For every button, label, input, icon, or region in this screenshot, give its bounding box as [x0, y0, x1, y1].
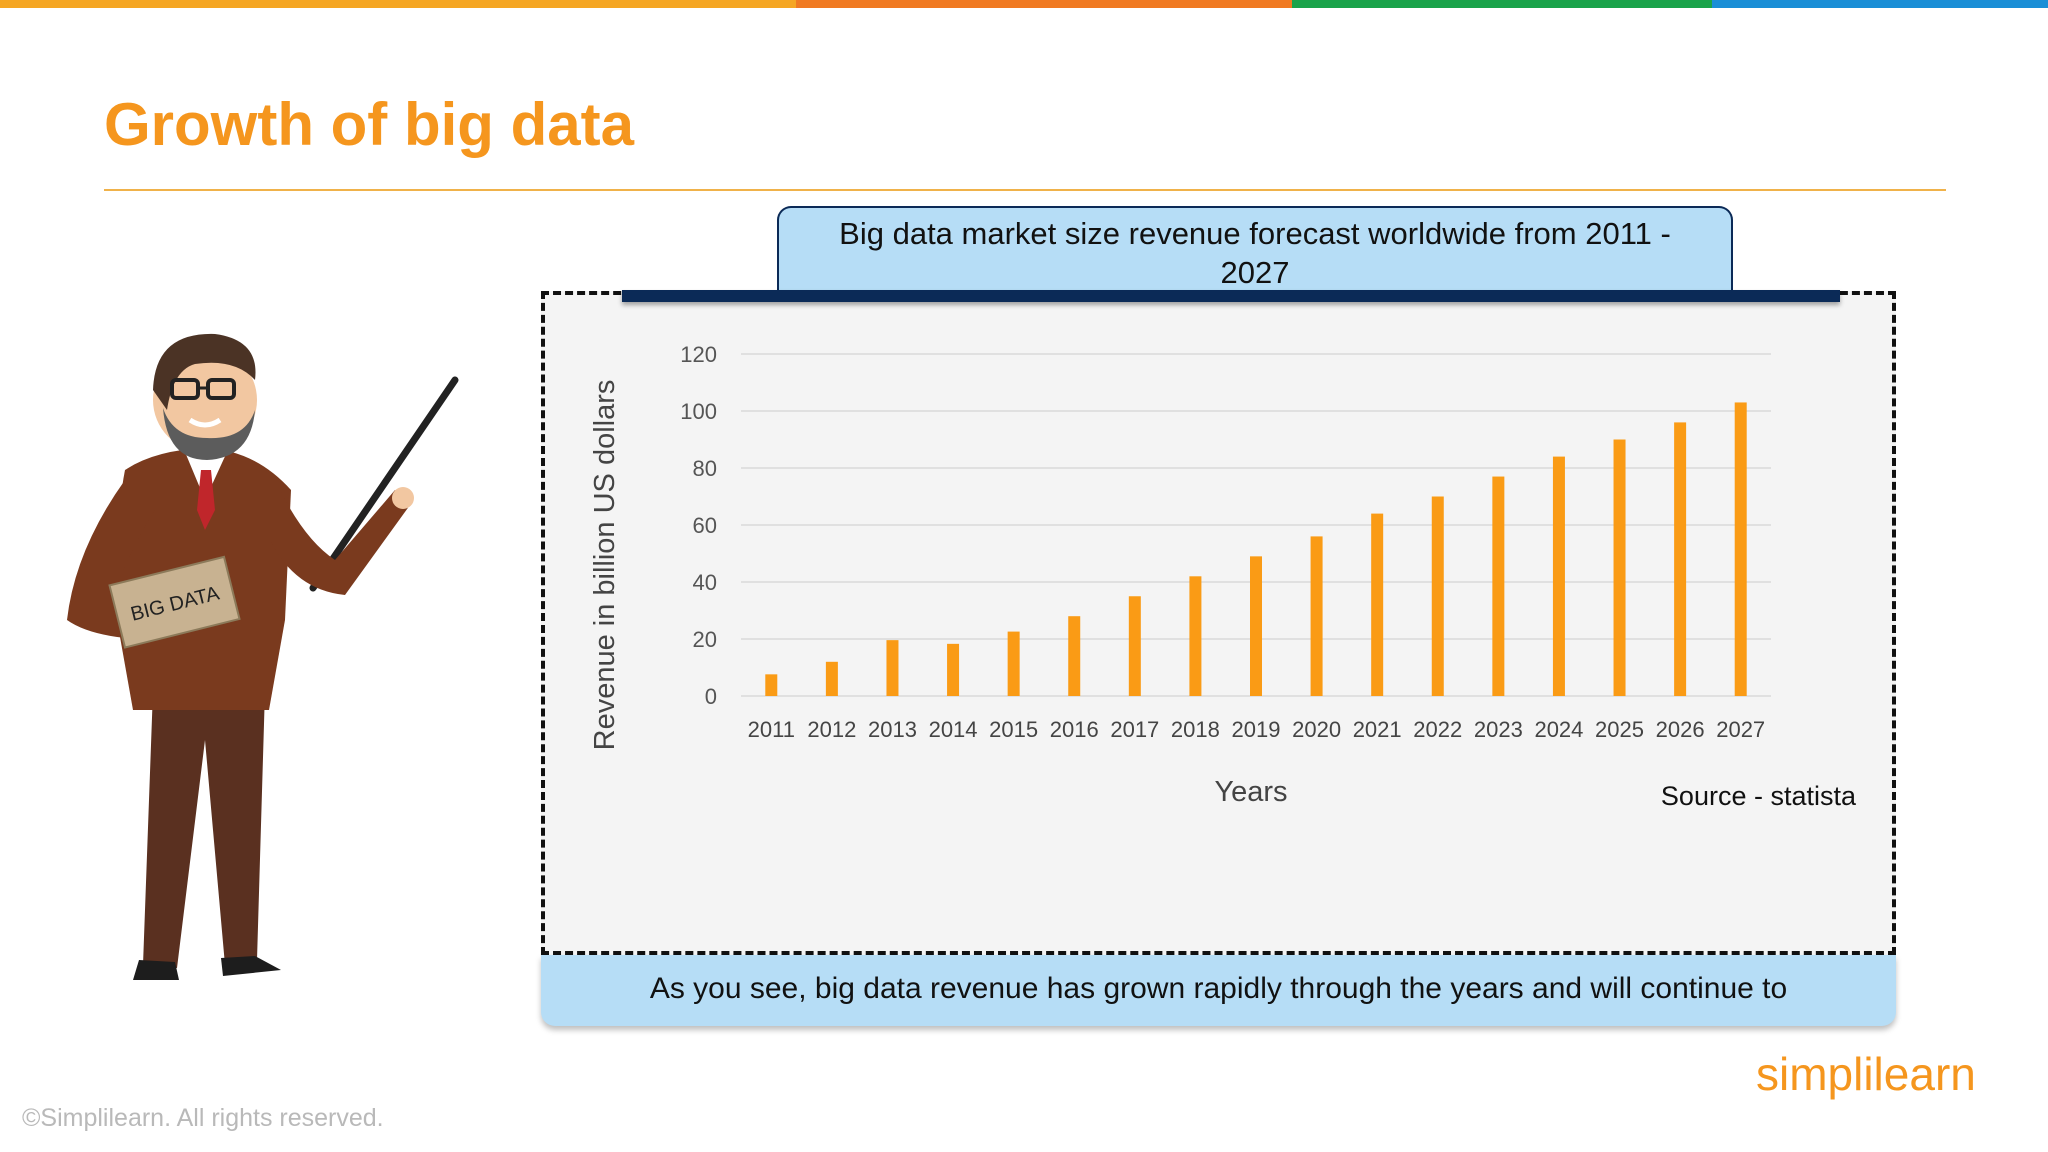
stripe-orange-dark [796, 0, 1292, 8]
stripe-green [1292, 0, 1712, 8]
x-axis-label: Years [1214, 776, 1287, 808]
bar-2014 [947, 643, 960, 696]
bar-2021 [1371, 513, 1384, 696]
y-tick-label: 0 [705, 684, 717, 709]
x-tick-label: 2017 [1110, 717, 1159, 742]
x-tick-label: 2024 [1534, 717, 1583, 742]
x-tick-label: 2015 [989, 717, 1038, 742]
bar-2025 [1613, 439, 1626, 696]
stripe-orange-light [0, 0, 796, 8]
bar-2013 [886, 640, 899, 696]
x-tick-label: 2016 [1050, 717, 1099, 742]
bar-2015 [1007, 631, 1020, 696]
y-tick-label: 60 [693, 513, 717, 538]
bar-2024 [1552, 456, 1565, 696]
bar-2018 [1189, 576, 1202, 696]
presenter-illustration: BIG DATA [67, 333, 459, 980]
logo-text: simplilearn [1756, 1048, 1976, 1100]
chart-title-underline [622, 290, 1840, 302]
pointer-stick [309, 376, 459, 592]
x-tick-label: 2013 [868, 717, 917, 742]
title-divider [104, 189, 1946, 191]
y-tick-labels: 0 20 40 60 80 100 120 [680, 342, 717, 709]
x-tick-label: 2012 [807, 717, 856, 742]
y-axis-label: Revenue in billion US dollars [589, 380, 621, 751]
grid-lines [741, 353, 1771, 697]
x-tick-label: 2027 [1716, 717, 1765, 742]
bar-2026 [1674, 422, 1687, 696]
bar-2019 [1250, 556, 1262, 696]
y-tick-label: 120 [680, 342, 717, 367]
x-tick-label: 2014 [929, 717, 978, 742]
x-tick-label: 2019 [1232, 717, 1281, 742]
x-tick-label: 2026 [1656, 717, 1705, 742]
y-tick-label: 100 [680, 399, 717, 424]
stripe-blue [1712, 0, 2048, 8]
x-tick-label: 2025 [1595, 717, 1644, 742]
slide-title: Growth of big data [104, 91, 634, 158]
chart-title: Big data market size revenue forecast wo… [777, 206, 1733, 292]
bar-2022 [1431, 496, 1444, 696]
source-label: Source - statista [1661, 781, 1857, 811]
bar-2027 [1734, 402, 1747, 696]
bar-2017 [1128, 596, 1141, 696]
x-tick-label: 2023 [1474, 717, 1523, 742]
bar-2011 [765, 674, 778, 696]
bar-2012 [825, 661, 838, 696]
x-tick-label: 2021 [1353, 717, 1402, 742]
simplilearn-logo[interactable]: simplilearn [1756, 1040, 1996, 1110]
y-tick-label: 80 [693, 456, 717, 481]
bar-2016 [1068, 616, 1081, 696]
chart-frame [541, 291, 1896, 955]
x-tick-label: 2011 [748, 717, 795, 742]
bars [765, 402, 1747, 696]
bar-2023 [1492, 476, 1505, 696]
x-tick-label: 2018 [1171, 717, 1220, 742]
bar-2020 [1310, 536, 1323, 696]
x-tick-labels: 2011 2012 2013 2014 2015 2016 2017 2018 2019 2020… [748, 717, 1766, 742]
x-tick-label: 2022 [1413, 717, 1462, 742]
y-tick-label: 40 [693, 570, 717, 595]
x-tick-label: 2020 [1292, 717, 1341, 742]
chart-caption: As you see, big data revenue has grown r… [541, 955, 1896, 1026]
copyright-notice: ©Simplilearn. All rights reserved. [22, 1104, 384, 1132]
bar-chart: 0 20 40 60 80 100 120 2011 2012 2013 2014 2015 2016… [589, 342, 1857, 811]
top-color-stripe [0, 0, 2048, 8]
y-tick-label: 20 [693, 627, 717, 652]
